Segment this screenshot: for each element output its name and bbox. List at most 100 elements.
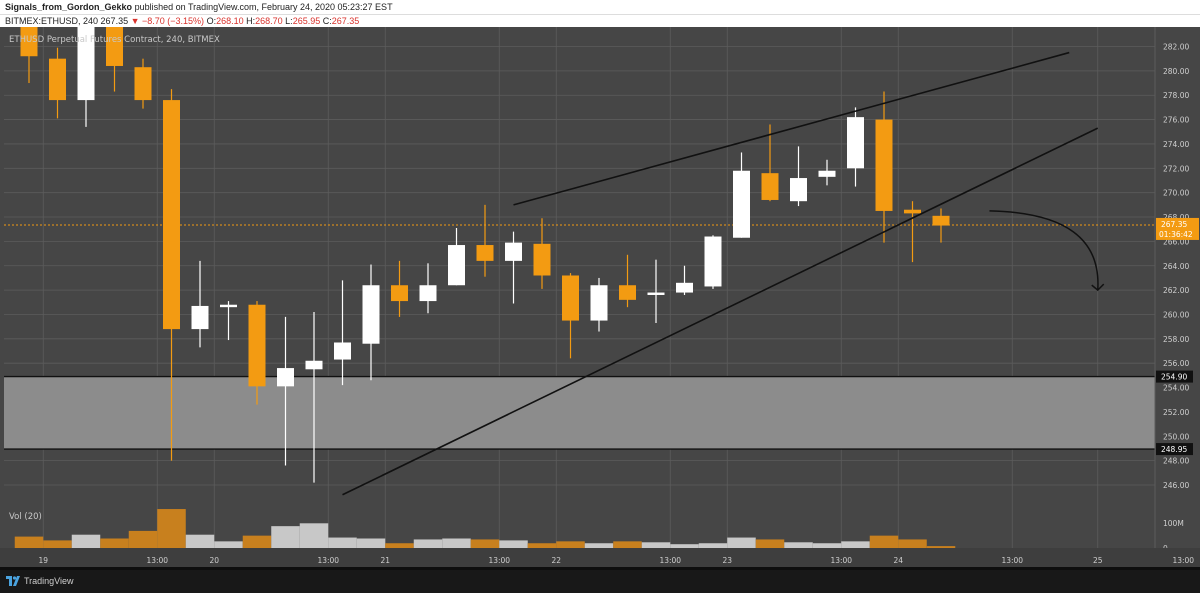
volume-bar	[442, 538, 471, 548]
price-change: ▼ −8.70 (−3.15%)	[130, 16, 205, 26]
close-label: C:	[322, 16, 332, 26]
volume-bar	[385, 543, 414, 548]
volume-bar	[214, 541, 243, 548]
candlestick-chart[interactable]: ETHUSD Perpetual Futures Contract, 240, …	[0, 9, 1200, 567]
volume-bar	[271, 526, 300, 548]
volume-label: Vol (20)	[9, 512, 42, 522]
support-zone-fill	[4, 376, 1155, 450]
volume-bar	[356, 538, 386, 548]
volume-bar	[841, 541, 870, 548]
candle-body	[847, 117, 864, 169]
volume-bar	[100, 538, 129, 548]
volume-bar	[413, 539, 443, 548]
volume-bar	[71, 534, 101, 548]
candle-body	[875, 119, 893, 211]
open-label: O:	[206, 16, 217, 26]
price-tick-label: 264.00	[1163, 262, 1189, 271]
volume-bar	[43, 540, 72, 548]
volume-bar	[670, 544, 699, 548]
candle-body	[761, 173, 779, 200]
time-tick-label: 20	[209, 556, 219, 565]
time-axis-panel	[0, 548, 1200, 567]
time-tick-label: 13:00	[830, 556, 852, 565]
volume-bar	[584, 543, 614, 548]
candle-body	[533, 243, 551, 276]
candles	[20, 9, 950, 483]
price-tick-label: 254.00	[1163, 384, 1189, 393]
candle-body	[391, 285, 408, 302]
volume-bar	[14, 536, 44, 548]
symbol-label[interactable]: BITMEX:ETHUSD, 240	[5, 16, 99, 26]
volume-bar	[242, 535, 272, 548]
candle-body	[362, 285, 380, 344]
tradingview-brand[interactable]: TradingView	[6, 576, 74, 586]
volume-bar	[698, 543, 728, 548]
time-tick-label: 24	[893, 556, 903, 565]
candle-body	[904, 209, 921, 214]
price-tick-label: 280.00	[1163, 67, 1189, 76]
volume-bar	[527, 543, 557, 548]
candle-body	[49, 58, 66, 101]
support-zone[interactable]	[4, 375, 1155, 450]
volume-bar	[898, 539, 927, 548]
candle-body	[334, 342, 351, 360]
support-price-tag	[1156, 443, 1193, 456]
high-value: 268.70	[255, 16, 283, 26]
candle-body	[476, 245, 494, 261]
time-tick-label: 22	[551, 556, 561, 565]
price-axis[interactable]: 282.00 280.00 278.00 276.00 274.00 272.00 270.…	[1154, 27, 1200, 567]
last-price: 267.35	[100, 16, 129, 26]
volume-bar	[556, 541, 585, 548]
volume-bar	[128, 530, 158, 548]
volume-tick-label: 100M	[1163, 519, 1184, 528]
time-tick-label: 25	[1093, 556, 1103, 565]
candle-body	[733, 170, 750, 238]
candle-body	[676, 282, 693, 293]
price-tick-label: 272.00	[1163, 164, 1189, 173]
candle-body	[790, 178, 807, 202]
candle-body	[305, 360, 323, 370]
close-value: 267.35	[331, 16, 360, 26]
candle-body	[106, 22, 123, 66]
price-tick-label: 270.00	[1163, 189, 1189, 198]
trendline	[342, 127, 1099, 496]
brand-label: TradingView	[24, 576, 74, 586]
drawings[interactable]	[342, 51, 1105, 496]
time-tick-label: 19	[38, 556, 48, 565]
candle-body	[562, 275, 579, 321]
volume-bar	[613, 541, 642, 548]
candle-body	[704, 236, 722, 287]
time-tick-label: 23	[722, 556, 732, 565]
high-label: H:	[246, 16, 256, 26]
candle-body	[248, 304, 266, 387]
support-price-label: 254.90	[1161, 373, 1187, 382]
candle-body	[220, 304, 237, 308]
open-value: 268.10	[216, 16, 244, 26]
volume-bar	[157, 509, 186, 548]
volume-bar	[926, 546, 956, 548]
price-tick-label: 262.00	[1163, 286, 1189, 295]
low-label: L:	[285, 16, 293, 26]
volume-bar	[185, 534, 215, 548]
price-tick-label: 276.00	[1163, 116, 1189, 125]
candle-body	[277, 368, 294, 387]
publisher-name[interactable]: Signals_from_Gordon_Gekko	[5, 2, 133, 12]
volume-bar	[641, 542, 671, 548]
candle-body	[505, 242, 522, 261]
candle-body	[619, 285, 636, 300]
chart-area[interactable]: ETHUSD Perpetual Futures Contract, 240, …	[0, 9, 1200, 567]
support-price-label: 248.95	[1161, 445, 1187, 454]
bar-countdown-label: 01:36:42	[1159, 230, 1193, 239]
price-tick-label: 266.00	[1163, 237, 1189, 246]
candle-body	[191, 305, 209, 330]
candle-body	[448, 245, 465, 286]
time-tick-label: 21	[380, 556, 390, 565]
time-tick-label: 13:00	[317, 556, 339, 565]
low-value: 265.95	[292, 16, 321, 26]
tradingview-logo-icon	[6, 576, 20, 586]
time-axis[interactable]: 19 13:00 20 13:00 21 13:00 22 13:00 23 13:00 24 13:…	[0, 548, 1200, 567]
price-tick-label: 274.00	[1163, 140, 1189, 149]
footer-bar: TradingView	[0, 570, 1200, 593]
volume-bar	[328, 537, 357, 548]
candle-body	[419, 285, 437, 302]
